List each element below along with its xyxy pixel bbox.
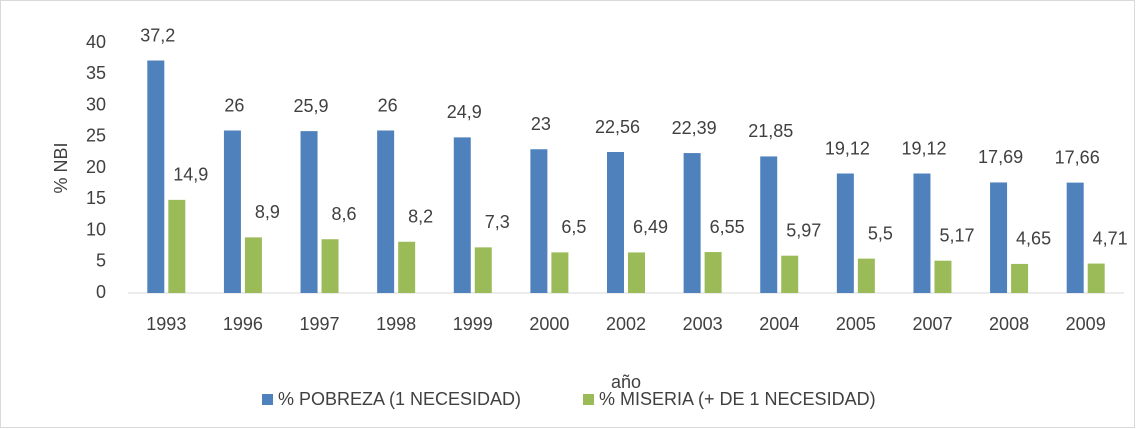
y-tick-label: 0 (96, 282, 106, 302)
bar (704, 252, 722, 293)
y-axis-title: % NBI (51, 142, 71, 193)
value-label: 6,55 (710, 217, 745, 237)
value-label: 6,49 (633, 217, 668, 237)
x-tick-label: 1998 (376, 314, 416, 334)
y-tick-label: 5 (96, 251, 106, 271)
legend-swatch (262, 394, 273, 405)
value-label: 26 (378, 95, 398, 115)
x-tick-label: 2002 (606, 314, 646, 334)
x-axis-title: año (611, 372, 641, 392)
value-label: 22,56 (595, 117, 640, 137)
bar (607, 152, 624, 293)
value-label: 7,3 (485, 212, 510, 232)
x-tick-label: 2000 (529, 314, 569, 334)
value-label: 25,9 (294, 96, 329, 116)
legend-label: % POBREZA (1 NECESIDAD) (278, 389, 521, 409)
value-label: 22,39 (672, 118, 717, 138)
legend-label: % MISERIA (+ DE 1 NECESIDAD) (599, 389, 876, 409)
x-tick-label: 2008 (989, 314, 1029, 334)
y-tick-label: 25 (86, 126, 106, 146)
value-label: 4,71 (1093, 228, 1128, 248)
bar (453, 137, 471, 293)
bar (398, 241, 416, 293)
value-label: 5,17 (939, 225, 974, 245)
bar (321, 239, 339, 293)
value-label: 19,12 (825, 138, 870, 158)
bar (781, 255, 799, 293)
x-tick-label: 2007 (912, 314, 952, 334)
value-label: 6,5 (561, 217, 586, 237)
bar (760, 156, 778, 293)
value-label: 4,65 (1016, 229, 1051, 249)
x-tick-label: 1996 (223, 314, 263, 334)
value-label: 8,2 (408, 207, 433, 227)
bar (474, 247, 492, 293)
x-tick-label: 2005 (836, 314, 876, 334)
y-tick-label: 40 (86, 32, 106, 52)
bar (377, 130, 395, 293)
value-label: 21,85 (748, 121, 793, 141)
bar (913, 173, 931, 293)
bar (300, 131, 318, 293)
bar (836, 173, 854, 293)
value-label: 8,9 (255, 202, 280, 222)
bar (628, 252, 645, 293)
y-tick-label: 10 (86, 219, 106, 239)
bar (147, 60, 165, 293)
x-tick-label: 2003 (683, 314, 723, 334)
x-tick-label: 1993 (146, 314, 186, 334)
value-label: 19,12 (901, 138, 946, 158)
bar (683, 153, 701, 293)
x-tick-label: 2009 (1066, 314, 1106, 334)
bar (857, 258, 875, 293)
value-label: 26 (224, 95, 244, 115)
x-tick-label: 2004 (759, 314, 799, 334)
bar (934, 260, 952, 293)
y-tick-label: 35 (86, 63, 106, 83)
value-label: 37,2 (140, 25, 175, 45)
x-tick-label: 1997 (300, 314, 340, 334)
value-label: 17,66 (1055, 147, 1100, 167)
y-tick-label: 30 (86, 94, 106, 114)
bar (244, 237, 262, 293)
value-label: 23 (531, 114, 551, 134)
bar (1087, 263, 1105, 293)
bar (530, 149, 548, 293)
value-label: 5,97 (786, 220, 821, 240)
bar (1011, 263, 1029, 293)
value-label: 8,6 (332, 204, 357, 224)
value-label: 17,69 (978, 147, 1023, 167)
bar (223, 130, 241, 293)
legend-swatch (583, 394, 594, 405)
bar (168, 199, 186, 293)
bar (990, 182, 1008, 293)
bar (1066, 182, 1084, 293)
y-tick-label: 20 (86, 157, 106, 177)
value-label: 5,5 (868, 223, 893, 243)
value-label: 14,9 (173, 165, 208, 185)
value-label: 24,9 (447, 102, 482, 122)
y-tick-label: 15 (86, 188, 106, 208)
bar (551, 252, 569, 293)
x-tick-label: 1999 (453, 314, 493, 334)
